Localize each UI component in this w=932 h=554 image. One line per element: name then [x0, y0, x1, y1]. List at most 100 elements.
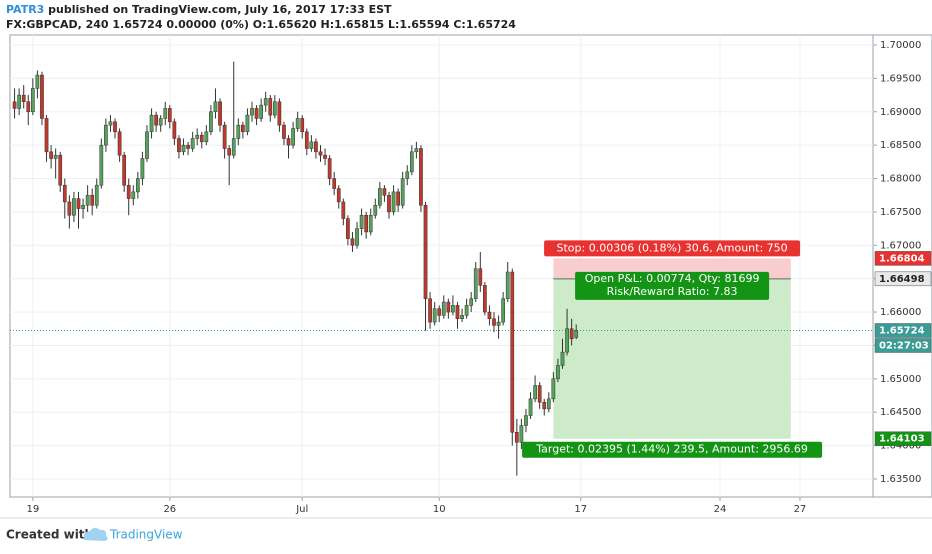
- y-tick-label: 1.64500: [880, 407, 921, 418]
- candle-body: [309, 141, 314, 149]
- y-tick-label: 1.64000: [880, 441, 921, 452]
- candle-body: [172, 121, 177, 139]
- candle-body: [441, 301, 446, 316]
- candle-body: [58, 154, 63, 186]
- candle-body: [419, 148, 423, 206]
- candle-body: [537, 385, 542, 403]
- candle-body: [469, 298, 474, 306]
- symbol-line: FX:GBPCAD, 240 1.65724 0.00000 (0%) O:1.…: [6, 18, 516, 31]
- footer-brand[interactable]: TradingView: [109, 528, 183, 542]
- candle-body: [314, 141, 318, 153]
- candle-body: [231, 138, 236, 156]
- candle-body: [167, 108, 172, 123]
- candle-body: [437, 308, 442, 316]
- candle-body: [145, 131, 149, 159]
- candle-body: [473, 268, 478, 299]
- candle-body: [227, 148, 232, 156]
- candle-body: [272, 101, 277, 116]
- candle-body: [291, 128, 295, 146]
- candle-body: [350, 238, 355, 246]
- candle-body: [295, 118, 300, 129]
- candle-body: [409, 151, 414, 173]
- candle-body: [76, 198, 81, 209]
- candle-body: [501, 298, 505, 323]
- y-tick-label: 1.69000: [880, 107, 921, 118]
- candle-body: [94, 184, 99, 206]
- x-tick-label: 24: [714, 504, 727, 515]
- candle-body: [528, 398, 533, 416]
- candle-body: [282, 124, 286, 139]
- candle-body: [199, 134, 204, 143]
- candle-body: [186, 144, 190, 149]
- countdown-tag-box: [874, 338, 932, 353]
- candle-body: [190, 138, 195, 149]
- candle-body: [400, 178, 405, 206]
- candle-body: [195, 134, 200, 139]
- candle-body: [67, 201, 72, 216]
- candle-body: [355, 228, 359, 246]
- candle-body: [341, 201, 346, 219]
- candle-body: [496, 321, 501, 326]
- candle-body: [300, 118, 305, 133]
- candle-body: [254, 108, 259, 119]
- stop-price-tag-box: [874, 251, 932, 266]
- target-label: Target: 0.02395 (1.44%) 239.5, Amount: 2…: [535, 443, 808, 456]
- candle-body: [551, 378, 556, 400]
- candle-body: [99, 144, 104, 186]
- stop-label-box: [544, 240, 801, 257]
- stop-label: Stop: 0.00306 (0.18%) 30.6, Amount: 750: [557, 241, 788, 254]
- last-price-tag: 1.65724: [879, 325, 925, 336]
- candle-body: [72, 198, 76, 216]
- candle-body: [209, 111, 213, 133]
- target-price-tag: 1.64103: [879, 434, 925, 445]
- candle-body: [12, 101, 17, 109]
- candle-body: [387, 194, 391, 213]
- candle-body: [122, 154, 127, 186]
- candle-body: [505, 271, 510, 299]
- candle-body: [446, 301, 451, 313]
- candle-body: [542, 401, 547, 410]
- x-tick-label: Jul: [295, 504, 308, 515]
- candle-body: [556, 365, 560, 380]
- pnl-label: Open P&L: 0.00774, Qty: 81699: [585, 272, 760, 285]
- candle-body: [263, 98, 268, 106]
- x-tick-label: 19: [26, 504, 39, 515]
- candle-body: [336, 188, 341, 203]
- candle-body: [391, 191, 396, 213]
- candle-body: [81, 204, 85, 209]
- candle-body: [378, 188, 382, 206]
- candle-body: [323, 154, 327, 159]
- candle-body: [26, 101, 31, 113]
- candle-body: [241, 124, 245, 133]
- entry-price-tag-box: [874, 271, 932, 287]
- candle-body: [318, 151, 323, 156]
- candle-body: [432, 308, 437, 323]
- candle-body: [53, 154, 58, 159]
- candle-body: [396, 191, 400, 206]
- candle-body: [17, 94, 21, 109]
- candle-body: [117, 131, 122, 156]
- countdown-tag: 02:27:03: [879, 340, 929, 351]
- candle-body: [569, 328, 574, 340]
- candle-body: [423, 204, 428, 299]
- candle-body: [158, 118, 163, 126]
- last-price-tag-box: [874, 323, 932, 338]
- candle-body: [131, 191, 136, 199]
- candle-body: [218, 101, 222, 126]
- candle-body: [40, 74, 44, 119]
- candle-body: [236, 124, 241, 139]
- pnl-box: [575, 271, 770, 300]
- candle-body: [368, 215, 373, 233]
- candle-body: [35, 74, 40, 89]
- candle-body: [85, 194, 90, 206]
- candle-body: [373, 204, 378, 216]
- candle-body: [136, 178, 140, 193]
- price-axis-frame: [872, 34, 932, 498]
- x-tick-label: 26: [163, 504, 176, 515]
- candle-body: [104, 124, 108, 146]
- candle-body: [346, 218, 350, 239]
- candle-body: [478, 268, 483, 286]
- header-line: PATR3 published on TradingView.com, July…: [6, 3, 392, 16]
- author: PATR3: [6, 3, 44, 16]
- published: published on TradingView.com, July 16, 2…: [44, 3, 392, 16]
